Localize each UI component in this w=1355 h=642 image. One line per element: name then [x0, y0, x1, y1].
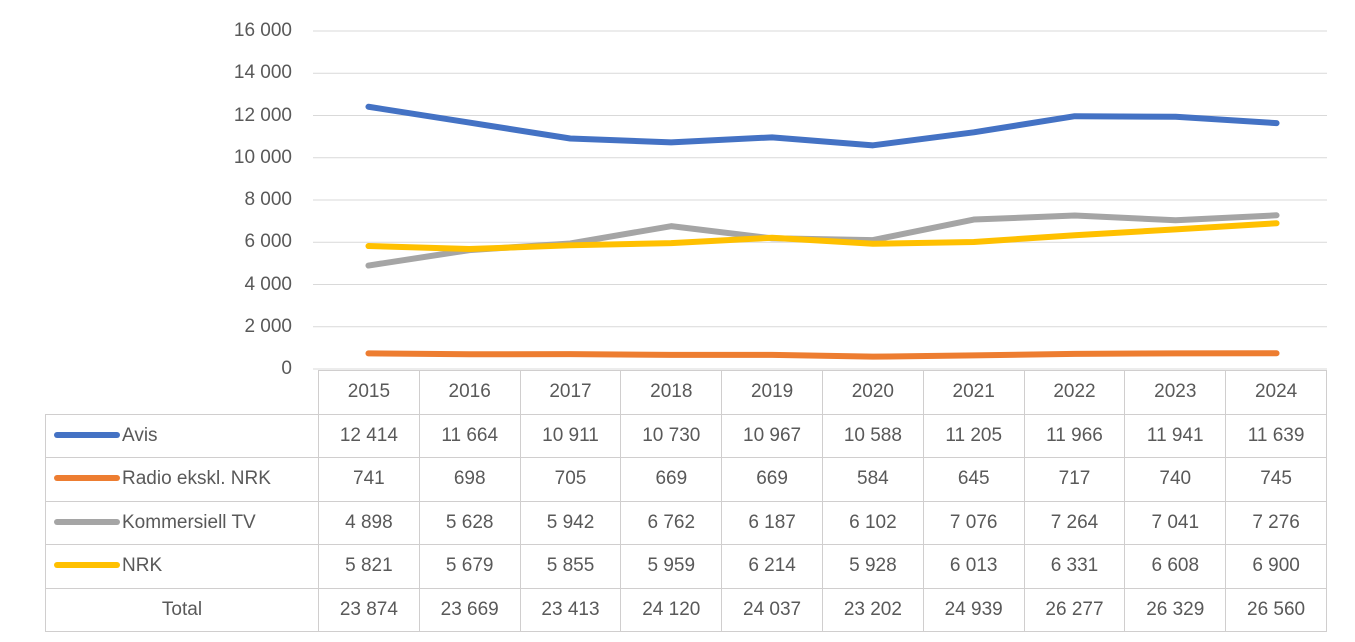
series-label-cell: Radio ekskl. NRK: [45, 457, 319, 502]
value-cell: 11 664: [418, 413, 521, 458]
value-cell: 7 076: [922, 500, 1025, 545]
value-cell: 6 013: [922, 544, 1025, 589]
value-cell: 6 762: [620, 500, 723, 545]
value-cell: 741: [318, 457, 420, 502]
year-header-cell: 2024: [1225, 370, 1327, 415]
value-cell: 11 639: [1225, 413, 1327, 458]
y-axis-tick-label: 6 000: [244, 231, 292, 253]
value-cell: 5 628: [418, 500, 521, 545]
y-axis-tick-label: 12 000: [233, 104, 292, 126]
value-cell: 10 730: [620, 413, 723, 458]
year-header-row: 2015 2016 2017 2018 2019 2020 2021 2022 2023 2024: [45, 370, 1327, 415]
value-cell: 5 679: [418, 544, 521, 589]
value-cell: 5 959: [620, 544, 723, 589]
value-cell: 6 102: [821, 500, 924, 545]
total-value-cell: 23 874: [318, 587, 420, 632]
value-cell: 7 264: [1023, 500, 1126, 545]
total-value-cell: 23 202: [821, 587, 924, 632]
y-axis-tick-label: 8 000: [244, 189, 292, 210]
y-axis-tick-label: 10 000: [233, 146, 292, 168]
series-label-cell: Kommersiell TV: [45, 500, 319, 545]
y-axis-tick-label: 14 000: [233, 62, 292, 84]
series-line-avis: [365, 103, 1280, 149]
series-label-cell: NRK: [45, 544, 319, 589]
year-header-cell: 2022: [1023, 370, 1126, 415]
table-row: Kommersiell TV 4 898 5 628 5 942 6 762 6 187 6…: [45, 500, 1327, 545]
series-line-radio-ekskl-nrk: [365, 350, 1280, 360]
series-label: NRK: [122, 555, 163, 577]
total-row: Total 23 874 23 669 23 413 24 120 24 037 23 20…: [45, 587, 1327, 632]
legend-line-swatch: [54, 475, 120, 482]
total-value-cell: 24 037: [721, 587, 823, 632]
table-row: Avis 12 414 11 664 10 911 10 730 10 967 10 588…: [45, 413, 1327, 458]
value-cell: 645: [922, 457, 1025, 502]
series-line-nrk: [365, 220, 1280, 253]
value-cell: 6 214: [721, 544, 823, 589]
total-value-cell: 23 669: [418, 587, 521, 632]
value-cell: 584: [821, 457, 924, 502]
y-axis-tick-label: 16 000: [233, 20, 292, 41]
value-cell: 4 898: [318, 500, 420, 545]
value-cell: 669: [620, 457, 723, 502]
value-cell: 717: [1023, 457, 1126, 502]
year-header-cell: 2015: [318, 370, 420, 415]
legend-line-swatch: [54, 518, 120, 525]
series-label: Avis: [122, 424, 158, 446]
y-axis-tick-label: 2 000: [244, 315, 292, 337]
value-cell: 11 966: [1023, 413, 1126, 458]
total-value-cell: 23 413: [519, 587, 622, 632]
year-header-cell: 2021: [922, 370, 1025, 415]
table-corner-cell: [45, 370, 319, 415]
value-cell: 6 331: [1023, 544, 1126, 589]
total-value-cell: 24 939: [922, 587, 1025, 632]
value-cell: 12 414: [318, 413, 420, 458]
total-value-cell: 26 560: [1225, 587, 1327, 632]
value-cell: 10 588: [821, 413, 924, 458]
series-line-kommersiell-tv: [365, 212, 1280, 269]
year-header-cell: 2020: [821, 370, 924, 415]
year-header-cell: 2016: [418, 370, 521, 415]
value-cell: 10 911: [519, 413, 622, 458]
value-cell: 669: [721, 457, 823, 502]
chart-data-table: 2015 2016 2017 2018 2019 2020 2021 2022 2023 2024…: [45, 370, 1327, 632]
total-value-cell: 26 329: [1124, 587, 1227, 632]
total-value-cell: 26 277: [1023, 587, 1126, 632]
value-cell: 11 205: [922, 413, 1025, 458]
legend-line-swatch: [54, 562, 120, 569]
value-cell: 5 942: [519, 500, 622, 545]
value-cell: 745: [1225, 457, 1327, 502]
series-label: Radio ekskl. NRK: [122, 468, 271, 490]
value-cell: 698: [418, 457, 521, 502]
total-value-cell: 24 120: [620, 587, 723, 632]
y-axis-tick-label: 4 000: [244, 273, 292, 295]
value-cell: 740: [1124, 457, 1227, 502]
value-cell: 6 900: [1225, 544, 1327, 589]
value-cell: 7 276: [1225, 500, 1327, 545]
value-cell: 10 967: [721, 413, 823, 458]
year-header-cell: 2017: [519, 370, 622, 415]
value-cell: 11 941: [1124, 413, 1227, 458]
table-row: NRK 5 821 5 679 5 855 5 959 6 214 5 928 6 013 6 …: [45, 544, 1327, 589]
table-row: Radio ekskl. NRK 741 698 705 669 669 584 645 717…: [45, 457, 1327, 502]
y-axis-tick-label: 0: [281, 358, 292, 379]
value-cell: 5 928: [821, 544, 924, 589]
series-label: Kommersiell TV: [122, 511, 256, 533]
legend-line-swatch: [54, 431, 120, 438]
value-cell: 7 041: [1124, 500, 1227, 545]
value-cell: 5 855: [519, 544, 622, 589]
year-header-cell: 2023: [1124, 370, 1227, 415]
value-cell: 6 608: [1124, 544, 1227, 589]
total-label-cell: Total: [45, 587, 319, 632]
value-cell: 705: [519, 457, 622, 502]
value-cell: 5 821: [318, 544, 420, 589]
value-cell: 6 187: [721, 500, 823, 545]
year-header-cell: 2019: [721, 370, 823, 415]
year-header-cell: 2018: [620, 370, 723, 415]
series-label-cell: Avis: [45, 413, 319, 458]
